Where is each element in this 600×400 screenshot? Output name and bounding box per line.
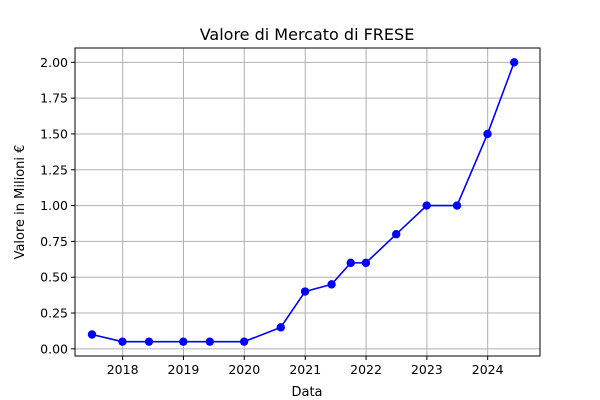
y-tick-label: 1.00	[40, 198, 68, 213]
data-point	[205, 337, 214, 346]
x-tick-label: 2020	[228, 362, 260, 377]
data-point	[239, 337, 249, 346]
x-tick-label: 2023	[411, 362, 443, 377]
data-point	[276, 323, 285, 332]
series-line	[91, 62, 515, 343]
ticks: 2018 2019 2020 2021 2022 2023 2024 0.00 0.25 0.50…	[40, 55, 503, 377]
data-point	[327, 280, 336, 289]
chart-title: Valore di Mercato di FRESE	[200, 25, 415, 44]
data-point	[483, 129, 492, 139]
data-point	[509, 58, 519, 67]
y-tick-label: 0.25	[40, 306, 68, 321]
y-tick-label: 0.75	[40, 234, 68, 249]
x-tick-label: 2018	[107, 362, 139, 377]
grid	[75, 48, 540, 356]
x-tick-label: 2019	[168, 362, 200, 377]
plot-frame	[74, 47, 541, 357]
data-point	[346, 258, 355, 268]
y-tick-label: 1.50	[40, 126, 68, 141]
y-tick-label: 2.00	[40, 55, 68, 70]
data-point	[452, 201, 462, 210]
y-axis-label: Valore in Milioni €	[13, 145, 28, 260]
data-point	[361, 258, 371, 268]
data-point	[179, 337, 188, 346]
x-tick-label: 2022	[350, 362, 382, 377]
y-tick-label: 1.75	[40, 91, 68, 106]
y-tick-label: 1.25	[40, 162, 68, 177]
series-layer	[87, 58, 519, 346]
x-axis-label: Data	[291, 385, 322, 400]
data-point	[422, 201, 431, 210]
data-point	[87, 330, 97, 339]
data-point	[118, 337, 127, 346]
x-tick-label: 2024	[472, 362, 504, 377]
x-tick-label: 2021	[289, 362, 321, 377]
data-point	[144, 337, 154, 346]
data-point	[392, 230, 401, 239]
data-point	[300, 287, 310, 296]
y-tick-label: 0.00	[40, 341, 68, 356]
y-tick-label: 0.50	[40, 270, 68, 285]
